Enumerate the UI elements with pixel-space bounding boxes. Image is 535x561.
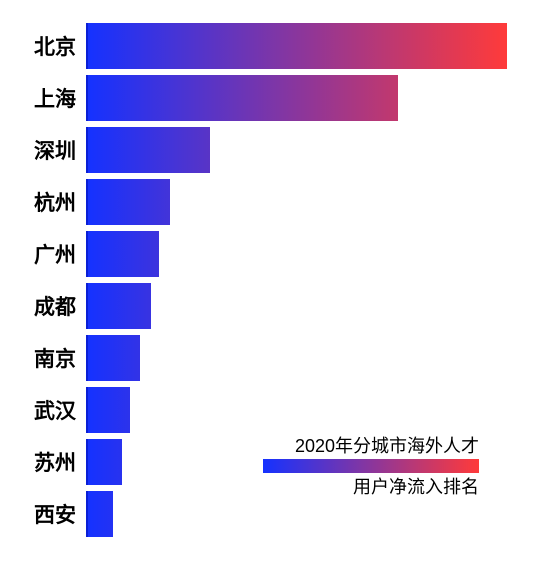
bar-track xyxy=(86,127,507,173)
bar-category-label: 广州 xyxy=(18,239,86,269)
bar xyxy=(88,439,122,485)
bar xyxy=(88,387,130,433)
bar-track xyxy=(86,179,507,225)
bar-row: 南京 xyxy=(18,332,507,384)
bar-track xyxy=(86,23,507,69)
bar-row: 武汉 xyxy=(18,384,507,436)
bar xyxy=(88,491,113,537)
bar-category-label: 杭州 xyxy=(18,187,86,217)
bar xyxy=(88,335,140,381)
bar-track xyxy=(86,387,507,433)
bar-category-label: 武汉 xyxy=(18,395,86,425)
bar xyxy=(88,179,170,225)
bar-row: 上海 xyxy=(18,72,507,124)
bar-track xyxy=(86,231,507,277)
bar-category-label: 北京 xyxy=(18,31,86,61)
chart-legend: 2020年分城市海外人才 用户净流入排名 xyxy=(249,434,479,499)
bar-category-label: 上海 xyxy=(18,83,86,113)
bar xyxy=(88,231,159,277)
bar xyxy=(88,283,151,329)
bar-row: 广州 xyxy=(18,228,507,280)
bar-row: 杭州 xyxy=(18,176,507,228)
ranking-bar-chart: 北京上海深圳杭州广州成都南京武汉苏州西安 2020年分城市海外人才 用户净流入排… xyxy=(18,20,507,541)
bar-category-label: 西安 xyxy=(18,499,86,529)
bar xyxy=(88,75,398,121)
bar-track xyxy=(86,335,507,381)
bar-track xyxy=(86,75,507,121)
bar-track xyxy=(86,283,507,329)
bar-category-label: 南京 xyxy=(18,343,86,373)
legend-line2: 用户净流入排名 xyxy=(353,475,479,499)
bar xyxy=(88,127,210,173)
bar xyxy=(88,23,507,69)
bar-category-label: 深圳 xyxy=(18,135,86,165)
bar-category-label: 成都 xyxy=(18,291,86,321)
legend-line1: 2020年分城市海外人才 xyxy=(295,434,479,458)
bar-row: 成都 xyxy=(18,280,507,332)
bar-row: 北京 xyxy=(18,20,507,72)
legend-gradient-swatch xyxy=(263,459,479,473)
bar-row: 深圳 xyxy=(18,124,507,176)
bar-category-label: 苏州 xyxy=(18,447,86,477)
